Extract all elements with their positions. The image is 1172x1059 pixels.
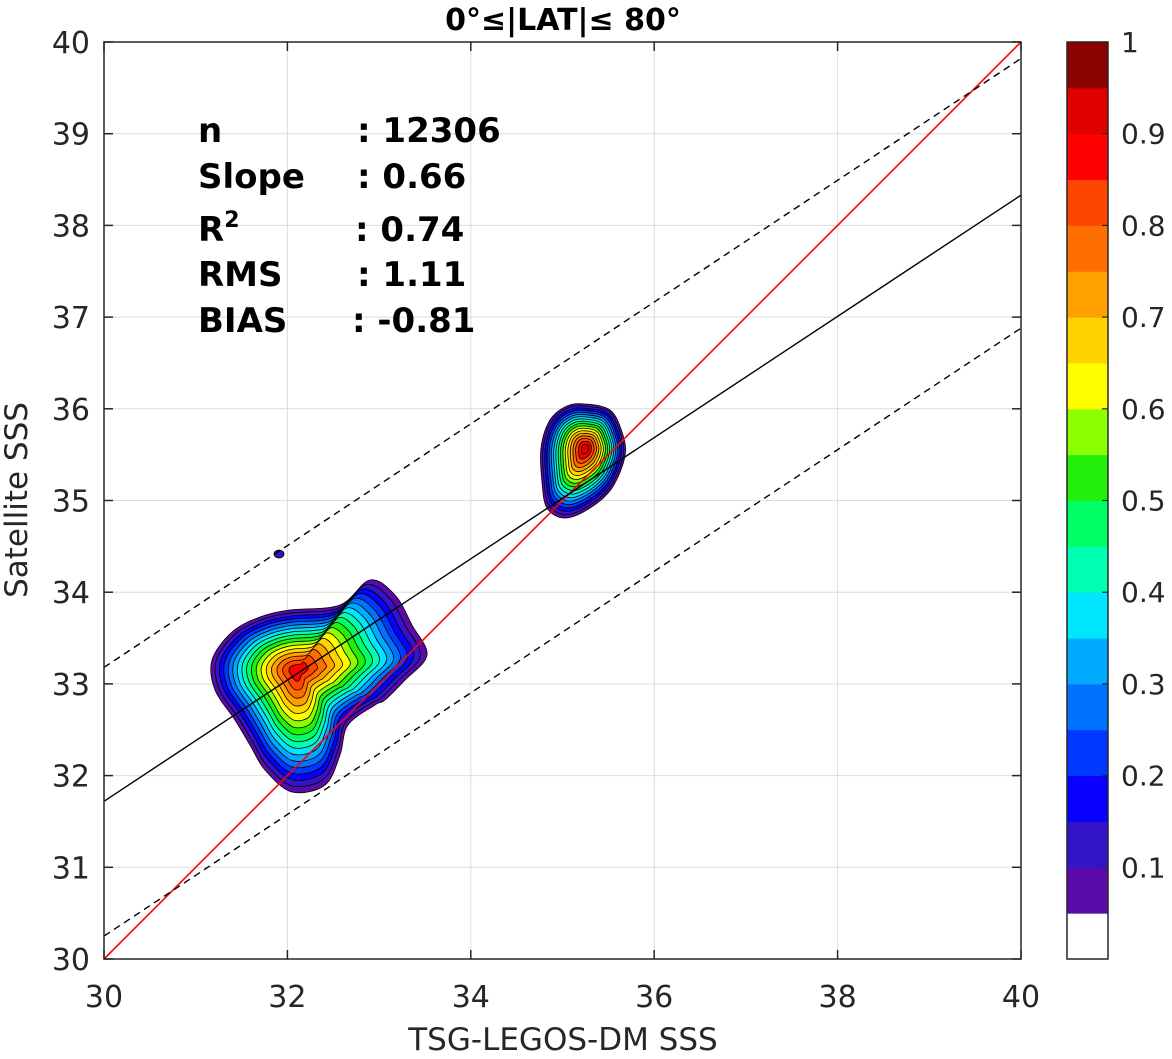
x-tick-label: 34 [452, 980, 490, 1015]
colorbar-tick-label: 0.5 [1121, 485, 1166, 518]
colorbar-segment [1067, 821, 1108, 868]
colorbar-tick-label: 0.9 [1121, 118, 1166, 151]
colorbar-segment [1067, 683, 1108, 731]
lower-bound-line [103, 327, 1022, 937]
colorbar-segment [1067, 638, 1108, 685]
y-tick-label: 36 [52, 393, 90, 428]
statistics-box: n : 12306 Slope : 0.66 R2 : 0.74 RMS : 1.11 BIAS… [198, 111, 501, 341]
colorbar-segment [1067, 133, 1108, 181]
colorbar: 0.1 0.2 0.3 0.4 0.5 0.6 0.7 0.8 0.9 1 [1066, 26, 1166, 960]
colorbar-segment [1067, 87, 1108, 135]
colorbar-segment [1067, 500, 1108, 547]
y-tick-label: 32 [52, 760, 90, 795]
colorbar-segment [1067, 592, 1108, 639]
y-tick-label: 38 [52, 209, 90, 244]
colorbar-tick-label: 0.2 [1121, 760, 1166, 793]
stat-key-superscript: 2 [224, 208, 239, 233]
stat-value: : -0.81 [352, 301, 475, 341]
colorbar-tick-label: 1 [1121, 26, 1139, 59]
colorbar-segment [1067, 729, 1108, 777]
upper-bound-line [103, 57, 1022, 668]
stat-key: Slope [198, 157, 305, 197]
x-axis-ticks: 30 32 34 36 38 40 [85, 42, 1040, 1015]
x-axis-label: TSG-LEGOS-DM SSS [407, 1022, 717, 1055]
colorbar-tick-label: 0.1 [1121, 851, 1166, 884]
y-axis-ticks: 30 31 32 33 34 35 36 37 38 39 40 [52, 26, 1021, 978]
density-contour [581, 443, 590, 455]
colorbar-segment [1067, 913, 1108, 960]
stat-key: n [198, 111, 222, 151]
stat-key: R2 [198, 208, 240, 250]
colorbar-segment [1067, 317, 1108, 364]
y-tick-label: 39 [52, 118, 90, 153]
colorbar-tick-label: 0.3 [1121, 668, 1166, 701]
y-tick-label: 30 [52, 943, 90, 978]
colorbar-segment [1067, 775, 1108, 822]
y-tick-label: 34 [52, 576, 90, 611]
colorbar-segment [1067, 408, 1108, 456]
x-tick-label: 38 [819, 980, 857, 1015]
colorbar-segment [1067, 42, 1108, 89]
colorbar-segment [1067, 454, 1108, 501]
colorbar-segment [1067, 546, 1108, 593]
regression-line [103, 194, 1022, 802]
stat-value: : 12306 [357, 111, 501, 151]
stat-key: BIAS [198, 301, 287, 341]
density-contours [210, 403, 626, 794]
y-tick-label: 31 [52, 851, 90, 886]
stat-value: : 0.74 [355, 210, 464, 250]
colorbar-tick-label: 0.8 [1121, 209, 1166, 242]
colorbar-segment [1067, 179, 1108, 226]
colorbar-segment [1067, 225, 1108, 272]
x-tick-label: 40 [1002, 980, 1040, 1015]
colorbar-tick-label: 0.4 [1121, 576, 1166, 609]
x-tick-label: 32 [268, 980, 306, 1015]
stat-value: : 0.66 [357, 157, 466, 197]
fit-lines [103, 41, 1022, 960]
stat-value: : 1.11 [357, 255, 466, 295]
x-tick-label: 36 [635, 980, 673, 1015]
x-tick-label: 30 [85, 980, 123, 1015]
y-tick-label: 35 [52, 485, 90, 520]
one-to-one-line [103, 41, 1022, 960]
y-axis-label: Satellite SSS [0, 402, 35, 598]
colorbar-segment [1067, 362, 1108, 410]
stat-key: RMS [198, 255, 283, 295]
colorbar-tick-label: 0.6 [1121, 393, 1166, 426]
y-tick-label: 40 [52, 26, 90, 61]
colorbar-segment [1067, 271, 1108, 318]
colorbar-segment [1067, 867, 1108, 914]
colorbar-tick-label: 0.7 [1121, 301, 1166, 334]
chart-title: 0°≤|LAT|≤ 80° [445, 3, 681, 38]
y-tick-label: 33 [52, 668, 90, 703]
y-tick-label: 37 [52, 301, 90, 336]
